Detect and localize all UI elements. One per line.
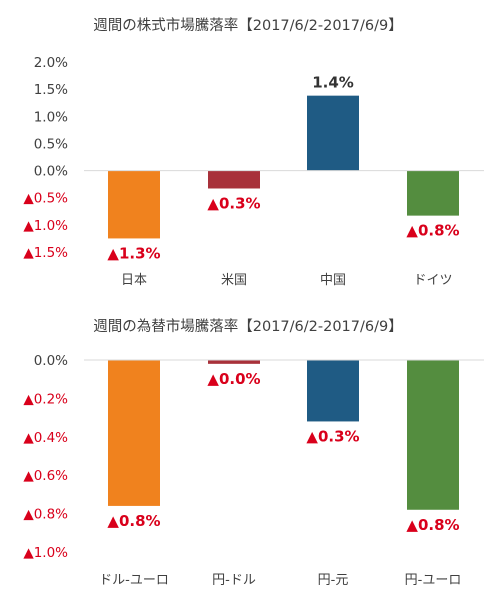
data-label: ▲0.8% xyxy=(406,516,459,534)
category-label: ドイツ xyxy=(413,273,452,288)
category-label: 円-ユーロ xyxy=(405,573,462,588)
data-label: ▲1.3% xyxy=(107,244,160,262)
category-label: 日本 xyxy=(121,273,147,288)
category-label: 米国 xyxy=(221,273,247,288)
bar-2 xyxy=(208,170,260,189)
data-label: ▲0.0% xyxy=(207,370,260,388)
y-tick-label: 1.0% xyxy=(34,109,68,125)
bar-3 xyxy=(307,360,359,422)
y-tick-label: 1.5% xyxy=(34,82,68,98)
category-label: ドル-ユーロ xyxy=(99,573,169,588)
y-tick-label: ▲1.5% xyxy=(23,245,68,261)
y-tick-label: 0.0% xyxy=(34,353,68,369)
chart-title: 週間の為替市場騰落率【2017/6/2-2017/6/9】 xyxy=(93,317,402,335)
y-tick-label: ▲1.0% xyxy=(23,218,68,234)
bar-4 xyxy=(407,360,459,510)
bar-1 xyxy=(108,360,160,506)
data-label: ▲0.8% xyxy=(406,222,459,240)
bar-4 xyxy=(407,170,459,216)
data-label: ▲0.8% xyxy=(107,512,160,530)
data-label: ▲0.3% xyxy=(306,427,359,445)
category-label: 中国 xyxy=(320,273,346,288)
y-tick-label: ▲0.8% xyxy=(23,507,68,523)
stock-market-chart: 週間の株式市場騰落率【2017/6/2-2017/6/9】 2.0% 1.5% 1.… xyxy=(23,16,484,288)
y-tick-label: ▲0.5% xyxy=(23,191,68,207)
data-label: 1.4% xyxy=(312,74,354,92)
category-label: 円-元 xyxy=(318,573,349,588)
bar-3 xyxy=(307,95,359,171)
fx-market-chart: 週間の為替市場騰落率【2017/6/2-2017/6/9】 0.0% ▲0.2% ▲… xyxy=(23,317,484,588)
chart-title: 週間の株式市場騰落率【2017/6/2-2017/6/9】 xyxy=(93,16,402,34)
y-tick-label: 0.5% xyxy=(34,136,68,152)
bar-1 xyxy=(108,170,160,239)
y-tick-label: 0.0% xyxy=(34,164,68,180)
y-tick-label: ▲0.6% xyxy=(23,468,68,484)
y-tick-label: ▲1.0% xyxy=(23,545,68,561)
y-tick-label: ▲0.4% xyxy=(23,430,68,446)
category-label: 円-ドル xyxy=(212,573,256,588)
y-tick-label: 2.0% xyxy=(34,55,68,71)
y-tick-label: ▲0.2% xyxy=(23,391,68,407)
data-label: ▲0.3% xyxy=(207,194,260,212)
bar-2 xyxy=(208,360,260,364)
